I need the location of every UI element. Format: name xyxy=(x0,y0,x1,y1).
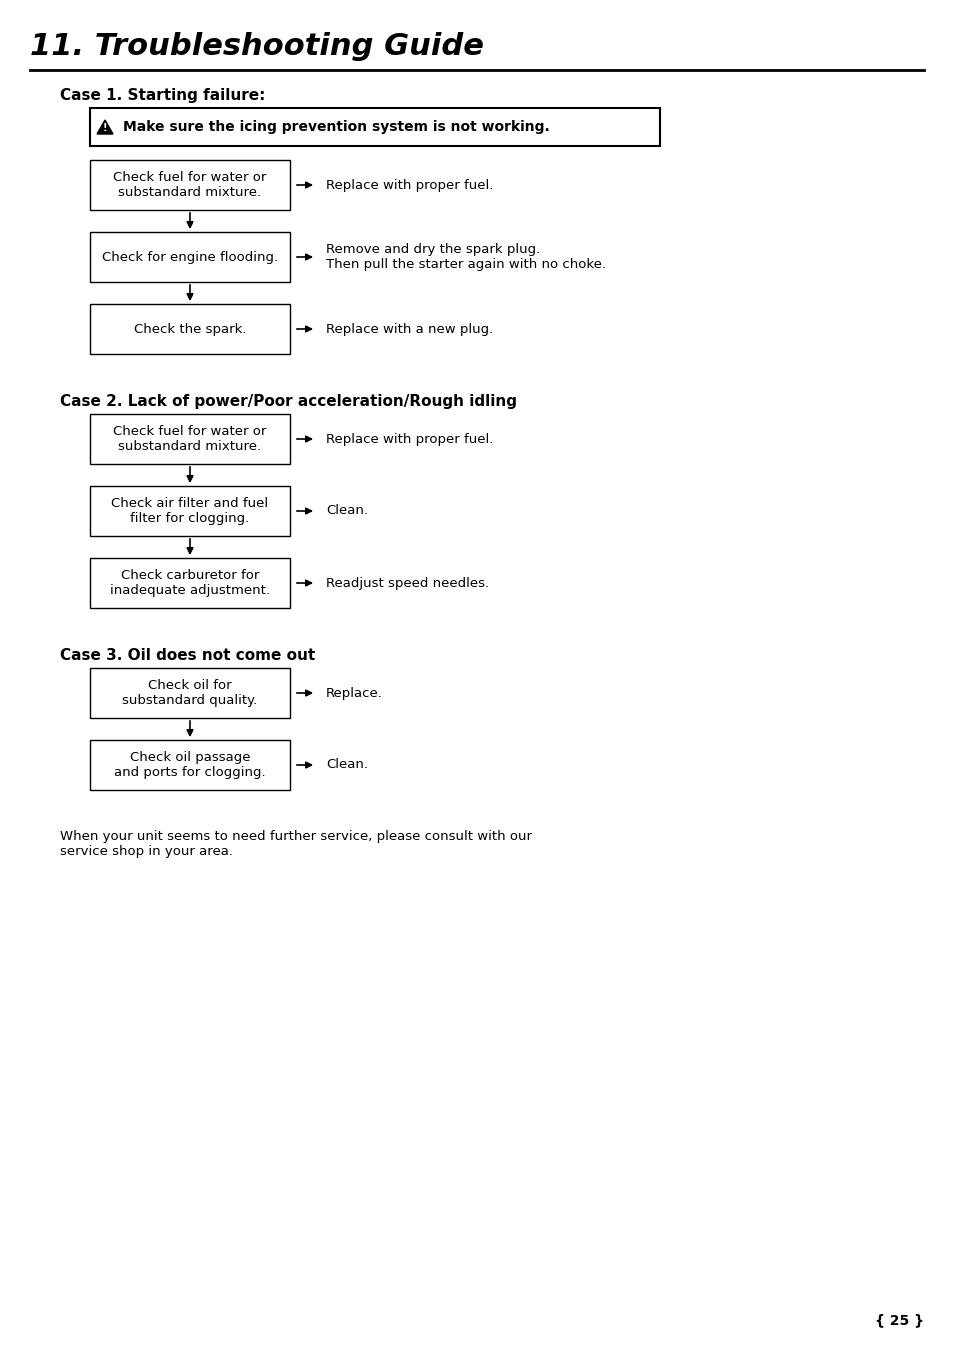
Text: Make sure the icing prevention system is not working.: Make sure the icing prevention system is… xyxy=(123,120,549,133)
Text: Replace with a new plug.: Replace with a new plug. xyxy=(326,322,493,336)
Bar xyxy=(90,414,290,464)
Text: { 25 }: { 25 } xyxy=(874,1313,923,1326)
Bar xyxy=(90,558,290,608)
Text: When your unit seems to need further service, please consult with our
service sh: When your unit seems to need further ser… xyxy=(60,830,532,857)
Text: Case 3. Oil does not come out: Case 3. Oil does not come out xyxy=(60,648,314,663)
Polygon shape xyxy=(97,120,112,133)
Text: Check oil passage
and ports for clogging.: Check oil passage and ports for clogging… xyxy=(114,751,266,779)
Text: 11. Troubleshooting Guide: 11. Troubleshooting Guide xyxy=(30,32,483,61)
Bar xyxy=(90,740,290,790)
Text: Readjust speed needles.: Readjust speed needles. xyxy=(326,577,489,589)
Text: Check oil for
substandard quality.: Check oil for substandard quality. xyxy=(122,679,257,706)
Text: Check the spark.: Check the spark. xyxy=(133,322,246,336)
Text: Case 2. Lack of power/Poor acceleration/Rough idling: Case 2. Lack of power/Poor acceleration/… xyxy=(60,394,517,408)
Bar xyxy=(90,160,290,210)
Bar xyxy=(90,669,290,718)
Text: Clean.: Clean. xyxy=(326,759,368,771)
Text: Check fuel for water or
substandard mixture.: Check fuel for water or substandard mixt… xyxy=(113,425,267,453)
Bar xyxy=(90,232,290,282)
Text: Check for engine flooding.: Check for engine flooding. xyxy=(102,251,277,263)
Bar xyxy=(90,305,290,355)
Text: Check carburetor for
inadequate adjustment.: Check carburetor for inadequate adjustme… xyxy=(110,569,270,597)
Text: Replace.: Replace. xyxy=(326,686,382,700)
Text: !: ! xyxy=(103,123,107,133)
Bar xyxy=(90,487,290,537)
Text: Check air filter and fuel
filter for clogging.: Check air filter and fuel filter for clo… xyxy=(112,497,269,524)
Text: Case 1. Starting failure:: Case 1. Starting failure: xyxy=(60,88,265,102)
Text: Clean.: Clean. xyxy=(326,504,368,518)
Text: Check fuel for water or
substandard mixture.: Check fuel for water or substandard mixt… xyxy=(113,171,267,200)
Text: Replace with proper fuel.: Replace with proper fuel. xyxy=(326,433,493,445)
Bar xyxy=(90,108,659,146)
Text: Replace with proper fuel.: Replace with proper fuel. xyxy=(326,178,493,191)
Text: Remove and dry the spark plug.
Then pull the starter again with no choke.: Remove and dry the spark plug. Then pull… xyxy=(326,243,605,271)
